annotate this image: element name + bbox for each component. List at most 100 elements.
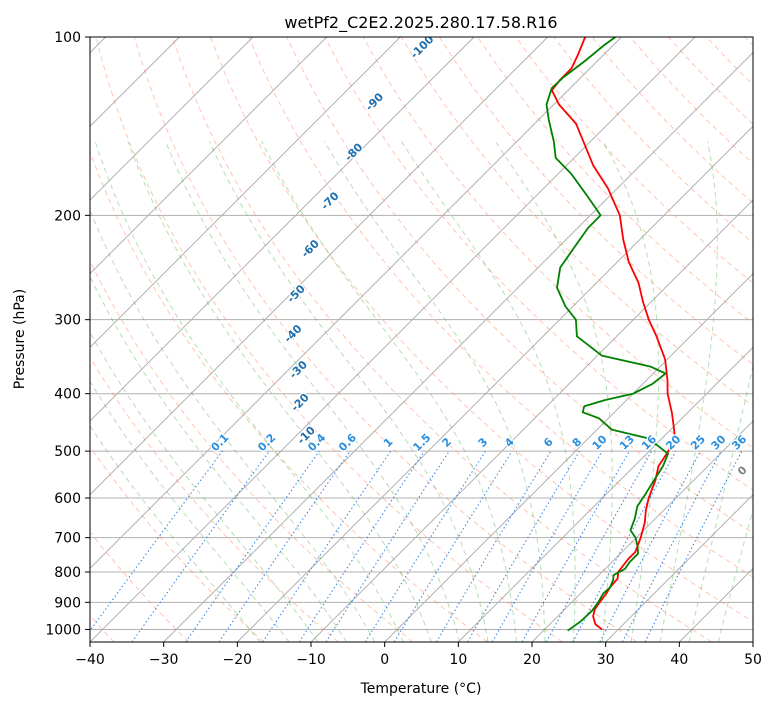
mixing-ratio-line (325, 450, 450, 642)
x-tick-label: −30 (149, 652, 179, 668)
dry-adiabat (90, 445, 264, 642)
mixing-ratio-line (545, 450, 653, 642)
isotherm-line (310, 199, 753, 642)
mixing-ratio-label: 36 (729, 432, 749, 452)
moist-adiabat (261, 141, 517, 642)
x-tick-label: 50 (744, 652, 762, 668)
mixing-ratio-line (467, 450, 580, 642)
x-tick-label: −10 (296, 652, 326, 668)
mixing-ratio-line (644, 450, 743, 642)
dry-adiabats (90, 37, 753, 642)
plot-frame (89, 36, 754, 643)
dry-adiabat (171, 37, 712, 642)
profile-series (545, 37, 676, 632)
x-tick-label: 20 (523, 652, 541, 668)
dry-adiabat (400, 37, 753, 407)
x-tick-label: 10 (449, 652, 467, 668)
temperature-line (551, 37, 676, 631)
dry-adiabat (477, 37, 753, 325)
dry-adiabat (248, 37, 753, 578)
dry-adiabat (90, 531, 190, 642)
mixing-ratio-label: 1 (381, 435, 396, 450)
moist-adiabat (90, 275, 347, 642)
moist-adiabat (602, 141, 660, 642)
isotherm-line (384, 273, 753, 642)
x-tick-label: 40 (670, 652, 688, 668)
moist-adiabat (659, 141, 718, 642)
x-tick-label: −20 (223, 652, 253, 668)
moist-adiabat (90, 208, 376, 642)
x-axis-label: Temperature (°C) (360, 681, 482, 697)
mixing-ratio-label: 3 (476, 435, 491, 450)
moist-adiabat (90, 380, 290, 642)
y-tick-label: 800 (54, 565, 81, 581)
dry-adiabat-label: -40 (281, 322, 304, 345)
moist-adiabat (90, 331, 319, 642)
isotherm-line (163, 52, 753, 642)
dry-adiabat-label: -90 (363, 90, 386, 113)
y-tick-label: 400 (54, 387, 81, 403)
mixing-ratio-line (90, 450, 223, 632)
mixing-ratio-label: 8 (570, 435, 585, 450)
dry-adiabat (133, 37, 638, 642)
mixing-ratio-label: 10 (590, 432, 610, 452)
dry-adiabat (668, 37, 753, 125)
y-tick-label: 300 (54, 313, 81, 329)
y-tick-label: 100 (54, 30, 81, 46)
y-axis-label: Pressure (hPa) (12, 289, 28, 389)
mixing-ratio-label: 30 (709, 432, 729, 452)
mixing-ratio-line (185, 450, 320, 642)
y-tick-label: 700 (54, 531, 81, 547)
moist-adiabats (90, 141, 753, 642)
moist-adiabat (165, 141, 461, 642)
y-tick-label: 500 (54, 444, 81, 460)
dry-adiabat-label: -60 (299, 237, 322, 260)
mixing-ratio-lines (90, 450, 743, 642)
isotherm-line (90, 37, 622, 569)
isotherm-line (531, 420, 753, 642)
dry-adiabat (438, 37, 753, 366)
isotherm-line (679, 567, 753, 642)
dry-adiabat (591, 37, 753, 204)
dry-adiabat-label: -20 (289, 391, 312, 414)
y-tick-label: 1000 (45, 622, 81, 638)
mixing-ratio-line (298, 450, 425, 642)
isotherm-line (752, 641, 753, 642)
y-axis-ticks: 100 200 300 400 500 600 700 800 900 1000 (45, 30, 90, 638)
mixing-ratio-label: 6 (541, 435, 556, 450)
isotherm-lines (90, 37, 753, 642)
moist-adiabat (494, 141, 613, 642)
isotherm-line (605, 494, 753, 642)
isotherm-line (237, 125, 753, 642)
isotherm-line (90, 37, 401, 348)
x-tick-label: 30 (597, 652, 615, 668)
dry-adiabat (744, 37, 753, 47)
dry-adiabat (95, 37, 563, 642)
mixing-ratio-line (218, 450, 351, 642)
moist-adiabat-label: 0 (735, 463, 750, 478)
mixing-ratio-line (599, 450, 701, 642)
y-tick-label: 600 (54, 491, 81, 507)
dry-adiabat (286, 37, 753, 534)
dewpoint-line (545, 37, 669, 632)
moist-adiabat (127, 141, 432, 642)
dry-adiabat (90, 356, 339, 642)
isotherm-line (90, 37, 254, 201)
dry-adiabat-label: -80 (342, 140, 365, 163)
isotherm-line (90, 37, 475, 422)
dry-adiabat (515, 37, 753, 284)
mixing-ratio-label: 4 (502, 435, 517, 450)
mixing-ratio-line (572, 450, 677, 642)
dry-adiabat (210, 37, 753, 623)
isotherm-line (90, 37, 696, 642)
chart-title: wetPf2_C2E2.2025.280.17.58.R16 (284, 13, 557, 33)
plot-area: -100-90-80-70-60-50-40-30-20-10010203040… (90, 37, 753, 642)
x-tick-label: −40 (75, 652, 105, 668)
mixing-ratio-label: 25 (688, 433, 708, 453)
moist-adiabat (208, 141, 489, 642)
moist-adiabat (94, 141, 404, 642)
dry-adiabat (90, 150, 488, 642)
x-axis-ticks: −40 −30 −20 −10 0 10 20 30 40 50 (75, 642, 762, 668)
mixing-ratio-label: 20 (663, 432, 683, 452)
